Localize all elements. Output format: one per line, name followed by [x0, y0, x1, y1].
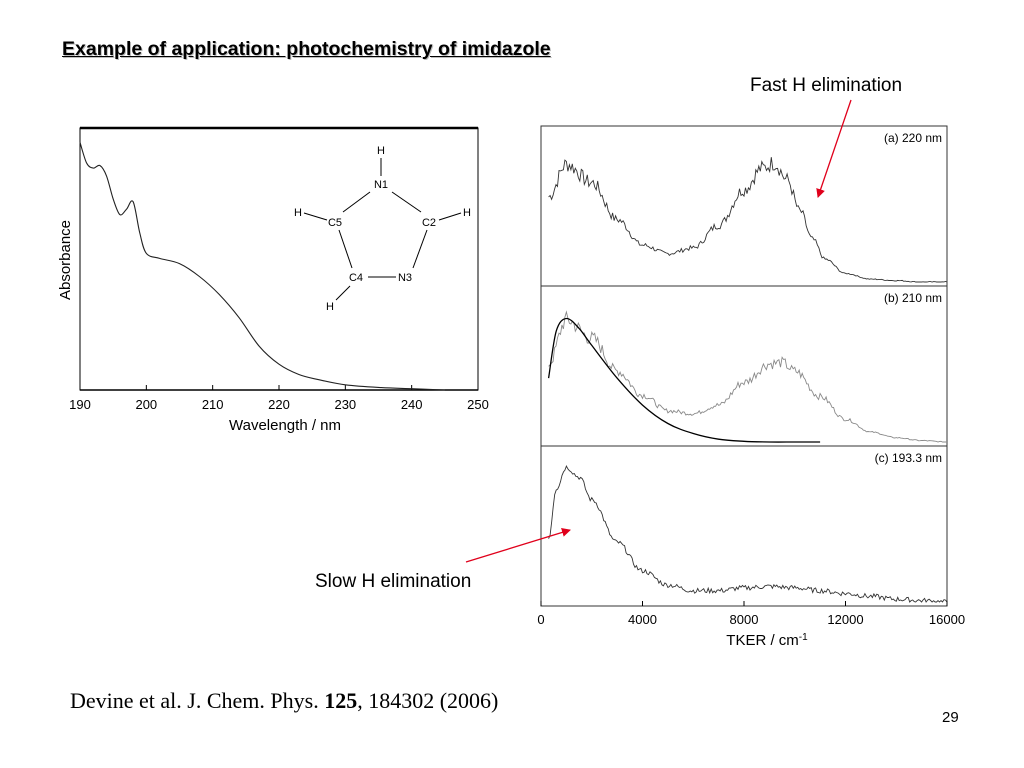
abs-x-tick-label: 220	[268, 397, 290, 412]
citation-volume: 125	[324, 688, 358, 713]
atom-n1: N1	[374, 179, 388, 191]
absorbance-line	[79, 142, 445, 391]
abs-x-tick-label: 250	[467, 397, 489, 412]
atom-h-left: H	[294, 207, 302, 219]
tker-series-line	[548, 310, 947, 443]
tker-panel-label: (a) 220 nm	[884, 131, 942, 145]
tker-panel-label: (b) 210 nm	[884, 291, 942, 305]
tker-fit-line	[547, 317, 821, 443]
slide-title: Example of application: photochemistry o…	[62, 38, 551, 60]
fast-arrow	[816, 99, 852, 198]
page-number: 29	[942, 709, 959, 726]
citation-authors: Devine et al. J. Chem. Phys.	[70, 688, 325, 713]
abs-x-tick-label: 210	[202, 397, 224, 412]
tker-chart: (a) 220 nm (b) 210 nm (c) 193.3 nm 0 4000 80…	[537, 125, 965, 650]
tker-x-tick-label: 16000	[929, 612, 965, 627]
abs-x-tick-label: 200	[135, 397, 157, 412]
tker-x-tick-label: 8000	[730, 612, 759, 627]
abs-x-tick-label: 240	[401, 397, 423, 412]
absorbance-chart: 190 200 210 220 230 240 250 Wavelength / nm Ab…	[57, 126, 489, 434]
tker-series-line	[548, 157, 948, 283]
slow-h-elimination-label: Slow H elimination	[315, 571, 472, 592]
abs-x-tick-label: 190	[69, 397, 91, 412]
tker-x-tick-label: 0	[537, 612, 544, 627]
citation: Devine et al. J. Chem. Phys. 125, 184302…	[70, 688, 498, 714]
atom-c4: C4	[349, 272, 363, 284]
atom-c2: C2	[422, 217, 436, 229]
atom-h-top: H	[377, 145, 385, 157]
abs-x-tick-label: 230	[334, 397, 356, 412]
tker-panel-label: (c) 193.3 nm	[875, 451, 942, 465]
atom-h-right: H	[463, 207, 471, 219]
atom-n3: N3	[398, 272, 412, 284]
atom-c5: C5	[328, 217, 342, 229]
atom-h-bottom: H	[326, 301, 334, 313]
abs-y-axis-label: Absorbance	[57, 220, 74, 300]
citation-rest: , 184302 (2006)	[357, 688, 499, 713]
tker-x-tick-label: 12000	[827, 612, 863, 627]
abs-x-axis-label: Wavelength / nm	[229, 417, 341, 434]
imidazole-structure: H N1 C2 N3 C4 C5 H H H	[294, 145, 471, 313]
tker-series-line	[548, 464, 948, 603]
tker-x-tick-label: 4000	[628, 612, 657, 627]
fast-h-elimination-label: Fast H elimination	[750, 75, 903, 96]
slow-arrow	[465, 528, 571, 563]
tker-x-axis-label: TKER / cm-1	[726, 632, 808, 650]
